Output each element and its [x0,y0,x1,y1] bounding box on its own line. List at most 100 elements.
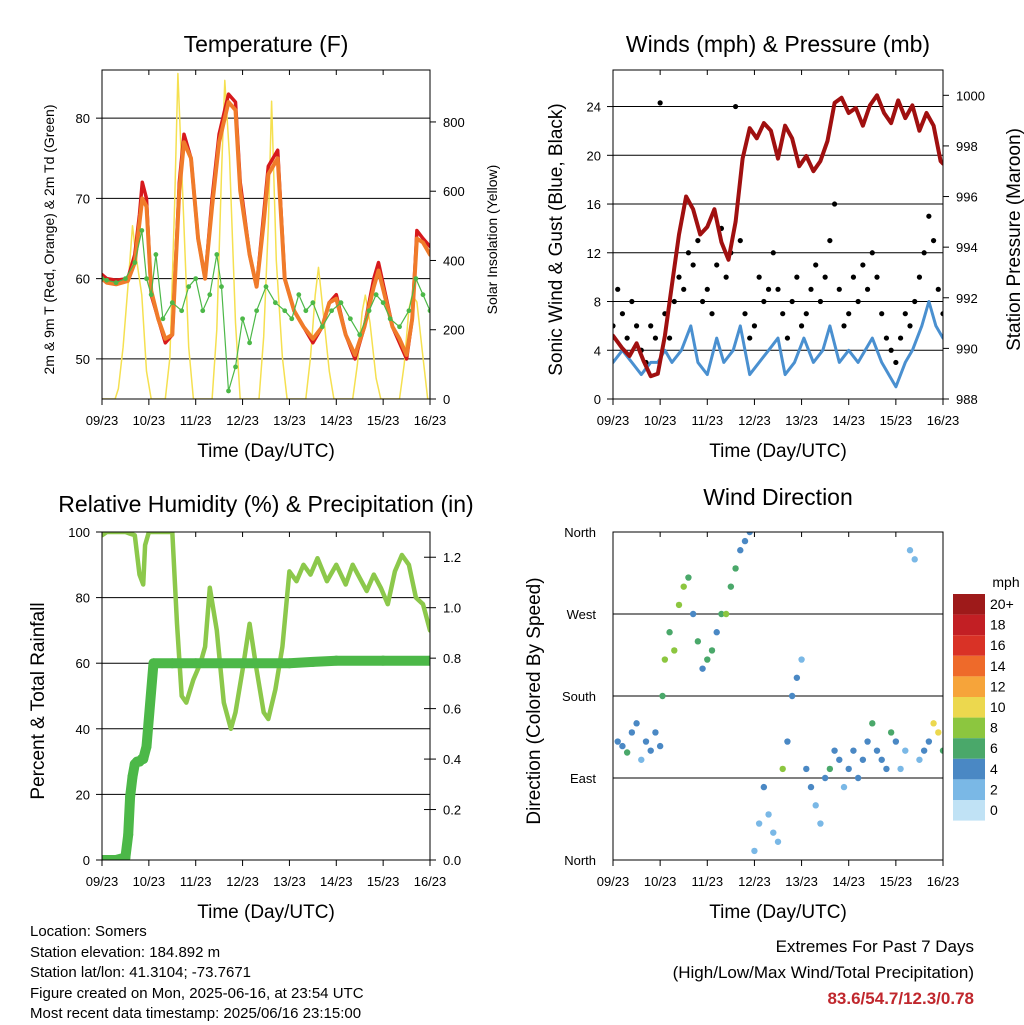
gust-point [874,274,880,280]
precipitation-point [102,855,107,860]
y-axis-label: Sonic Wind & Gust (Blue, Black) [546,103,567,375]
wind-direction-point [916,756,923,763]
legend-label: 6 [990,740,998,756]
wind-direction-point [770,829,777,836]
wind-direction-point [784,738,791,745]
x-tick-label: 14/23 [320,413,353,428]
y-right-tick-label: 996 [956,190,978,205]
wind-direction-point [661,656,669,663]
gust-point [893,359,899,366]
y-right-tick-label: 1.2 [443,550,461,565]
y-tick-label: 12 [587,246,601,261]
x-tick-label: 16/23 [927,874,960,889]
x-tick-label: 16/23 [414,874,447,889]
wind-direction-point [788,692,796,700]
station-location: Location: Somers [30,923,147,940]
gust-point [808,286,814,292]
wind-direction-point [812,802,819,809]
wind-direction-point [774,838,782,845]
wind-direction-point [854,774,862,782]
gust-point [751,323,758,329]
gust-point [613,323,616,329]
x-tick-label: 09/23 [597,413,630,428]
extremes-box: Extremes For Past 7 Days (High/Low/Max W… [673,934,974,1012]
y-tick-label: 8 [594,295,601,310]
wind-direction-point [628,729,636,736]
gust-point [657,100,663,106]
x-tick-label: 13/23 [785,413,818,428]
precipitation-point [425,655,430,666]
chart-title: Temperature (F) [184,31,349,57]
x-axis-label: Time (Day/UTC) [709,441,847,462]
gust-point [846,311,852,317]
relative-humidity-line [102,532,430,732]
x-axis-label: Time (Day/UTC) [197,441,335,462]
x-tick-label: 10/23 [133,413,166,428]
x-tick-label: 15/23 [367,874,400,889]
y-right-tick-label: 0.2 [443,803,461,818]
y-right-tick-label: 992 [956,291,978,306]
wind-direction-point [675,601,683,609]
wind-direction-point [779,765,786,773]
wind-direction-point [619,742,626,750]
legend-swatch [953,717,985,739]
sonic-wind-line [613,300,943,389]
gust-point [723,274,729,280]
x-tick-label: 09/23 [86,874,119,889]
plot-frame [612,69,944,400]
wind-direction-point [840,783,848,791]
gust-point [756,274,762,280]
y-tick-label: 60 [76,656,90,671]
gust-point [742,311,748,317]
gust-point [817,298,824,305]
x-tick-label: 15/23 [367,413,400,428]
plot-area [102,72,430,399]
y-right-tick-label: 0.8 [443,651,461,666]
legend-label: 12 [990,678,1006,694]
y-tick-label: 80 [76,591,90,606]
y-tick-label: 0 [594,392,601,407]
wind-direction-point [760,783,768,791]
wind-direction-point [746,532,753,536]
y-right-tick-label: 400 [443,253,465,268]
wind-direction-point [821,774,829,782]
x-tick-label: 11/23 [180,874,212,889]
y-right-tick-label: 1.0 [443,601,461,616]
wind-direction-point [727,583,735,590]
y-right-tick-label: 998 [956,139,978,154]
gust-point [850,274,857,280]
wind-direction-point [798,656,805,663]
precipitation-point [120,852,131,860]
x-tick-label: 11/23 [180,413,212,428]
wind-direction-point [939,747,943,754]
wind-direction-point [803,765,810,773]
gust-point [648,323,654,329]
wind-direction-point [935,729,942,736]
y-right-tick-label: 1000 [956,88,985,103]
wind-direction-point [883,765,890,773]
y-axis-right-label: Station Pressure (Maroon) [1004,128,1024,351]
gust-point [883,335,890,341]
gust-point [732,103,739,110]
wind-direction-point [930,720,937,727]
y-right-tick-label: 200 [443,323,465,338]
plot-frame [612,531,944,861]
x-tick-label: 12/23 [226,413,259,428]
legend-swatch [953,635,985,656]
gust-point [775,286,781,292]
gust-point [935,286,941,292]
gust-point [836,286,842,292]
plot-frame [101,69,431,400]
wind-direction-point [826,765,834,773]
y-right-tick-label: 0.0 [443,853,461,868]
x-tick-label: 12/23 [738,874,771,889]
wind-direction-point [685,574,692,581]
x-tick-label: 09/23 [597,874,630,889]
legend-swatch [953,738,985,759]
legend-swatch [953,800,985,821]
legend-label: 8 [990,720,998,736]
precipitation-point [237,658,248,669]
gust-point [704,286,710,292]
y-right-tick-label: 0.6 [443,702,461,717]
wind-direction-point [765,811,772,818]
